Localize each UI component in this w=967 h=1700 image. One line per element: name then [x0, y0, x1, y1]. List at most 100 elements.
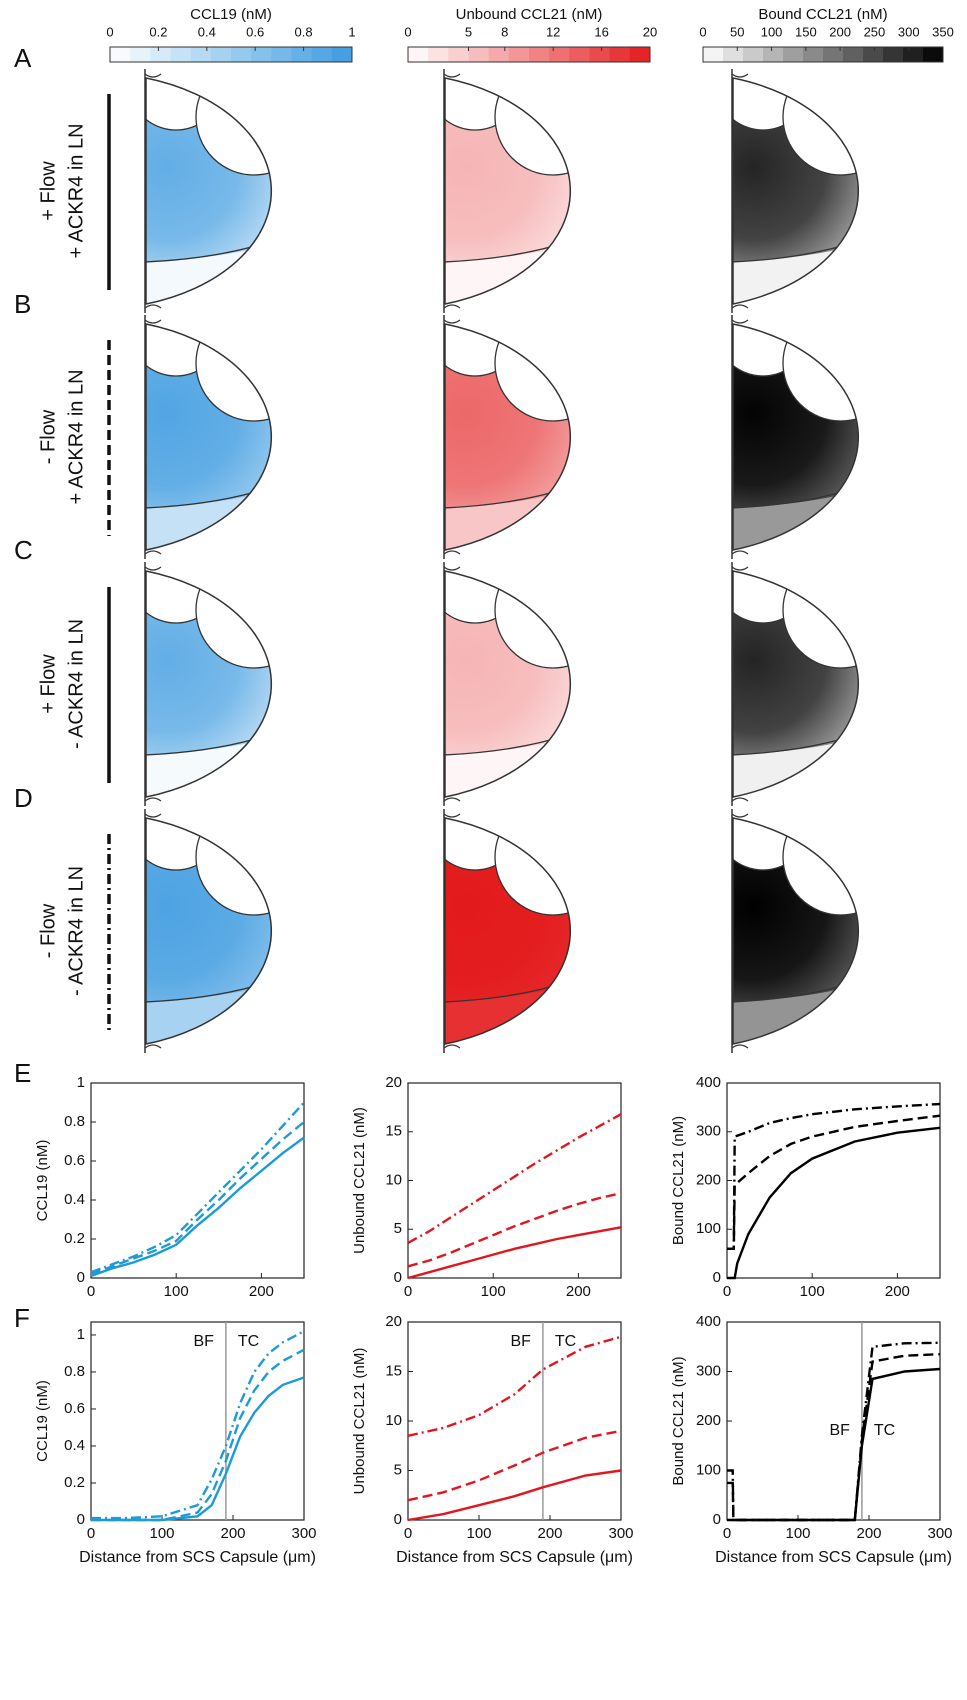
x-tick-label: 100: [164, 1283, 189, 1300]
colorbar-tick-label: 0: [699, 24, 706, 39]
panel-letter: F: [14, 1303, 30, 1333]
colorbar-step: [743, 47, 764, 62]
colorbar-step: [629, 47, 651, 62]
annotation: BF: [510, 1333, 531, 1350]
vessel: [731, 813, 749, 1049]
y-tick-label: 0: [77, 1511, 85, 1528]
colorbar-frame: [702, 46, 944, 63]
colorbar-frame: [407, 46, 651, 63]
y-tick-label: 100: [696, 1461, 721, 1478]
node-fill: [733, 324, 859, 550]
y-tick-label: 5: [394, 1220, 402, 1237]
y-tick-label: 0.8: [64, 1363, 85, 1380]
colorbar-tick-label: 16: [594, 24, 608, 39]
data-line: [727, 1114, 941, 1250]
x-tick-label: 0: [87, 1283, 95, 1300]
node-schematic: [731, 315, 859, 559]
x-tick-label: 0: [723, 1525, 731, 1542]
data-line: [90, 1136, 305, 1278]
node-outline: [732, 570, 859, 798]
y-axis-label: CCL19 (nM): [34, 1140, 51, 1222]
y-tick-label: 0.4: [64, 1191, 85, 1208]
y-tick-label: 200: [696, 1412, 721, 1429]
data-line: [91, 1348, 305, 1522]
node-schematic: [731, 69, 859, 313]
data-line: [407, 1192, 622, 1268]
annotation: TC: [238, 1333, 259, 1350]
x-tick-label: 200: [249, 1283, 274, 1300]
data-line: [90, 1121, 305, 1276]
colorbar-step: [110, 47, 131, 62]
colorbar-step: [271, 47, 292, 62]
row-label: + Flow: [37, 654, 59, 714]
node-schematic: [443, 809, 571, 1053]
colorbar-tick-label: 100: [761, 24, 783, 39]
vessel: [731, 566, 749, 802]
row-label: - Flow: [37, 409, 59, 464]
colorbar-tick-label: 0.4: [198, 24, 216, 39]
node-outline: [732, 77, 859, 305]
colorbar-step: [823, 47, 844, 62]
colorbar-step: [210, 47, 232, 62]
data-line: [90, 1101, 305, 1274]
y-axis-label: Bound CCL21 (nM): [670, 1356, 687, 1485]
data-line: [727, 1126, 941, 1280]
colorbar-step: [803, 47, 824, 62]
colorbar-step: [428, 47, 449, 62]
x-tick-label: 0: [87, 1525, 95, 1542]
x-tick-label: 0: [723, 1283, 731, 1300]
x-axis-label: Distance from SCS Capsule (μm): [396, 1549, 633, 1566]
node-schematic: [443, 562, 571, 806]
y-axis-label: CCL19 (nM): [34, 1380, 51, 1462]
y-tick-label: 20: [385, 1074, 402, 1091]
node-schematic: [144, 562, 272, 806]
node-outline: [444, 77, 571, 305]
node-schematic: [443, 315, 571, 559]
plot-frame: [726, 1321, 941, 1521]
colorbar-tick-label: 20: [643, 24, 657, 39]
colorbar-step: [863, 47, 884, 62]
x-tick-label: 100: [481, 1283, 506, 1300]
vessel: [144, 813, 162, 1049]
colorbar-frame: [109, 46, 353, 63]
data-line: [407, 1113, 622, 1244]
y-tick-label: 1: [77, 1326, 85, 1343]
row-label: - ACKR4 in LN: [65, 866, 87, 996]
data-line: [91, 1376, 305, 1522]
colorbar-step: [468, 47, 490, 62]
colorbar-step: [508, 47, 530, 62]
colorbar-tick-label: 12: [546, 24, 560, 39]
follicle: [782, 78, 859, 176]
colorbar-tick-label: 200: [829, 24, 851, 39]
colorbar-step: [331, 47, 353, 62]
follicle: [494, 324, 571, 422]
x-tick-label: 0: [404, 1525, 412, 1542]
y-tick-label: 0: [713, 1511, 721, 1528]
x-tick-label: 200: [220, 1525, 245, 1542]
y-tick-label: 100: [696, 1220, 721, 1237]
x-tick-label: 200: [566, 1283, 591, 1300]
vessel: [443, 566, 461, 802]
colorbar-step: [529, 47, 550, 62]
data-line: [727, 1353, 941, 1522]
data-line: [727, 1341, 941, 1522]
colorbar-title: Unbound CCL21 (nM): [456, 6, 603, 23]
x-tick-label: 0: [404, 1283, 412, 1300]
panel-letter: B: [14, 289, 31, 319]
x-tick-label: 300: [608, 1525, 633, 1542]
colorbar-step: [130, 47, 151, 62]
y-axis-label: Bound CCL21 (nM): [670, 1116, 687, 1245]
plot-frame: [407, 1321, 622, 1521]
x-tick-label: 100: [800, 1283, 825, 1300]
x-tick-label: 200: [856, 1525, 881, 1542]
colorbar-step: [231, 47, 252, 62]
node-outline: [732, 817, 859, 1045]
colorbar-step: [589, 47, 611, 62]
row-label: + ACKR4 in LN: [65, 123, 87, 258]
follicle: [195, 571, 272, 669]
node-schematic: [144, 809, 272, 1053]
row-label: + Flow: [37, 161, 59, 221]
colorbar-tick-label: 300: [898, 24, 920, 39]
vessel: [144, 566, 162, 802]
